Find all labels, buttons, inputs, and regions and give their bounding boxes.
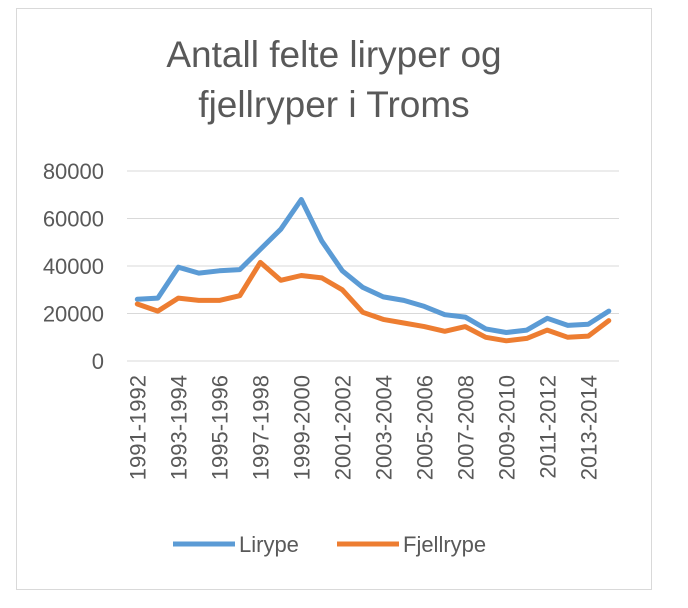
legend-label: Fjellrype [403,532,486,557]
x-tick-label: 2003-2004 [371,375,396,480]
chart-title-line-1: Antall felte liryper og [166,34,502,75]
y-tick-label: 20000 [43,302,104,327]
x-tick-label: 2007-2008 [453,375,478,480]
y-tick-label: 80000 [43,159,104,184]
x-tick-label: 2001-2002 [330,375,355,480]
x-tick-label: 2009-2010 [494,375,519,480]
x-tick-label: 1995-1996 [207,375,232,480]
y-tick-label: 0 [92,349,104,374]
chart-title-line-2: fjellryper i Troms [198,84,470,125]
series-line-fjellrype [134,259,612,344]
x-tick-label: 1997-1998 [248,375,273,480]
series-line-lirype [134,197,612,335]
x-tick-label: 2011-2012 [535,375,560,479]
x-tick-label: 1991-1992 [125,375,150,480]
x-tick-label: 1993-1994 [166,375,191,480]
x-tick-label: 2013-2014 [576,375,601,480]
x-tick-label: 2005-2006 [412,375,437,480]
y-tick-label: 40000 [43,254,104,279]
chart-frame [16,8,652,590]
chart-title: Antall felte liryper og fjellryper i Tro… [0,30,668,130]
x-tick-label: 1999-2000 [289,375,314,480]
y-tick-label: 60000 [43,207,104,232]
legend-label: Lirype [239,532,299,557]
